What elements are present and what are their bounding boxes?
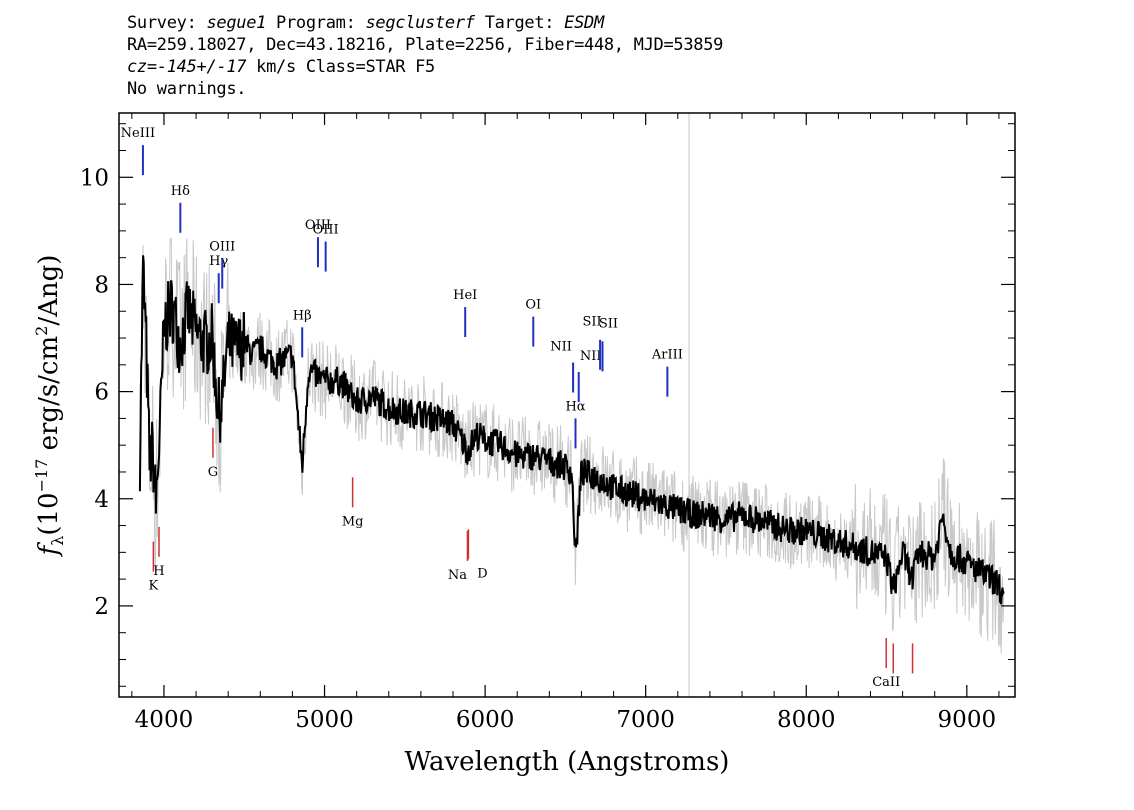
tick-layer: 4000 5000 6000 7000 8000 9000 2 4 6 8 10 bbox=[80, 113, 1015, 733]
absorption-line-label: CaII bbox=[872, 675, 900, 690]
plot-frame bbox=[118, 112, 1016, 698]
emission-line-label: Hγ bbox=[209, 254, 228, 269]
y-axis-pre: (10 bbox=[34, 492, 64, 535]
emission-line-label: Hδ bbox=[171, 184, 190, 199]
x-tick-label: 8000 bbox=[777, 707, 836, 733]
header-line-coords: RA=259.18027, Dec=43.18216, Plate=2256, … bbox=[127, 35, 724, 55]
error-band-layer bbox=[139, 237, 1005, 654]
y-tick-label: 4 bbox=[94, 487, 109, 513]
y-axis-f-sub: λ bbox=[48, 536, 67, 546]
series-layer bbox=[138, 255, 1005, 605]
survey-value: segue1 bbox=[206, 13, 267, 33]
emission-line-label: ArIII bbox=[651, 348, 683, 363]
emission-line-label: Hα bbox=[565, 399, 585, 414]
x-tick-label: 5000 bbox=[295, 707, 354, 733]
absorption-line-label: Mg bbox=[342, 514, 364, 529]
cz-rest: km/s Class=STAR F5 bbox=[246, 57, 435, 77]
target-key: Target: bbox=[484, 13, 555, 33]
target-value: ESDM bbox=[564, 13, 604, 33]
cz-key: cz= bbox=[127, 57, 157, 77]
emission-line-label: Hβ bbox=[293, 308, 312, 323]
y-tick-label: 2 bbox=[94, 594, 109, 620]
y-axis-title: fλ(10−17 erg/s/cm2/Ang) bbox=[32, 255, 67, 558]
cz-value: -145+/-17 bbox=[156, 57, 247, 77]
x-tick-label: 9000 bbox=[938, 707, 997, 733]
emission-line-label: OIII bbox=[305, 218, 331, 233]
absorption-line-label: D bbox=[477, 566, 487, 581]
absorption-line-label: Na bbox=[448, 568, 467, 583]
x-tick-label: 7000 bbox=[616, 707, 675, 733]
y-axis-exp2: 2 bbox=[32, 326, 51, 336]
emission-line-label: NeIII bbox=[121, 126, 155, 141]
x-tick-label: 6000 bbox=[456, 707, 515, 733]
error-band bbox=[139, 237, 1005, 654]
x-tick-label: 4000 bbox=[135, 707, 194, 733]
emission-line-label: SII bbox=[599, 316, 618, 331]
y-tick-label: 8 bbox=[94, 272, 109, 298]
emission-line-label: SII bbox=[582, 315, 601, 330]
emission-line-label: NII bbox=[550, 339, 572, 354]
absorption-line-label: K bbox=[149, 579, 159, 594]
flux-series-line bbox=[138, 255, 1005, 605]
header-line-warnings: No warnings. bbox=[127, 79, 247, 99]
emission-line-label: NII bbox=[580, 349, 602, 364]
spectrum-header: Survey: segue1 Program: segclusterf Targ… bbox=[127, 12, 723, 100]
program-key: Program: bbox=[276, 13, 356, 33]
y-tick-label: 10 bbox=[80, 165, 109, 191]
absorption-line-label: H bbox=[153, 564, 164, 579]
y-axis-exp: −17 bbox=[32, 459, 51, 493]
absorption-line-label: G bbox=[208, 465, 218, 480]
program-value: segclusterf bbox=[365, 13, 475, 33]
y-axis-mid: erg/s/cm bbox=[34, 336, 64, 459]
survey-key: Survey: bbox=[127, 13, 197, 33]
y-axis-post: /Ang) bbox=[34, 255, 64, 326]
y-tick-label: 6 bbox=[94, 380, 109, 406]
x-axis-title: Wavelength (Angstroms) bbox=[405, 747, 730, 777]
header-line-survey: Survey: segue1 Program: segclusterf Targ… bbox=[127, 12, 723, 34]
emission-line-label: OIII bbox=[313, 223, 339, 238]
header-line-redshift: cz=-145+/-17 km/s Class=STAR F5 bbox=[127, 56, 723, 78]
spectral-lines-layer: NeIIIHδHγOIIIHβOIIIOIIIHeIOINIIHαNIISIIS… bbox=[121, 126, 914, 690]
emission-line-label: HeI bbox=[453, 288, 477, 303]
emission-line-label: OI bbox=[525, 298, 541, 313]
emission-line-label: OIII bbox=[209, 240, 235, 255]
